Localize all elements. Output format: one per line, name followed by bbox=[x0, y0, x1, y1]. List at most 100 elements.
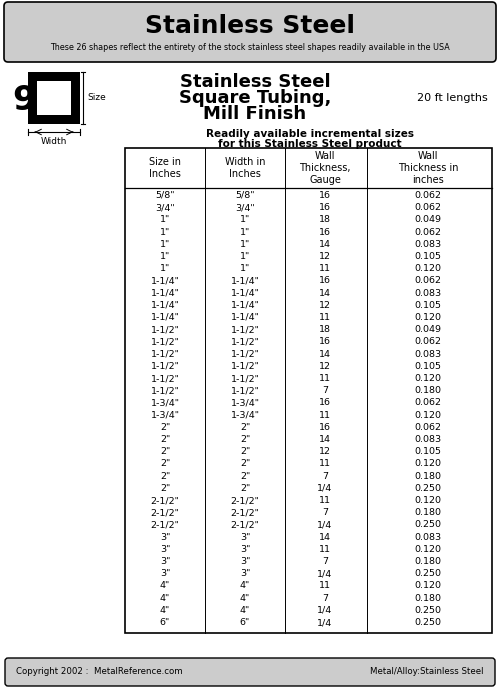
Text: 11: 11 bbox=[319, 460, 331, 469]
Text: 1": 1" bbox=[160, 215, 170, 224]
Text: 4": 4" bbox=[240, 593, 250, 602]
Text: 2-1/2": 2-1/2" bbox=[230, 520, 260, 529]
Text: 1-1/2": 1-1/2" bbox=[230, 374, 260, 383]
Text: 0.180: 0.180 bbox=[414, 509, 442, 518]
Text: 7: 7 bbox=[322, 557, 328, 566]
Text: 3": 3" bbox=[240, 569, 250, 578]
Text: 1": 1" bbox=[160, 240, 170, 249]
Text: 1": 1" bbox=[240, 264, 250, 273]
Text: 0.120: 0.120 bbox=[414, 313, 442, 322]
Text: Mill Finish: Mill Finish bbox=[204, 105, 306, 123]
Text: 2": 2" bbox=[160, 447, 170, 456]
Text: 1-1/2": 1-1/2" bbox=[150, 374, 180, 383]
Text: for this Stainless Steel product: for this Stainless Steel product bbox=[218, 139, 402, 149]
Text: 1": 1" bbox=[240, 252, 250, 261]
Text: 0.105: 0.105 bbox=[414, 447, 442, 456]
Text: 1-1/2": 1-1/2" bbox=[230, 362, 260, 371]
Text: 14: 14 bbox=[319, 350, 331, 359]
Text: 1-3/4": 1-3/4" bbox=[150, 398, 180, 407]
Text: 16: 16 bbox=[319, 337, 331, 346]
Text: 3": 3" bbox=[160, 557, 170, 566]
Text: 4": 4" bbox=[160, 606, 170, 615]
Text: Readily available incremental sizes: Readily available incremental sizes bbox=[206, 129, 414, 139]
Text: 16: 16 bbox=[319, 277, 331, 286]
Text: Wall
Thickness,
Gauge: Wall Thickness, Gauge bbox=[299, 151, 351, 185]
Text: 2-1/2": 2-1/2" bbox=[230, 509, 260, 518]
Text: 5/8": 5/8" bbox=[236, 191, 255, 200]
Text: 4": 4" bbox=[160, 593, 170, 602]
Text: Square Tubing,: Square Tubing, bbox=[179, 89, 331, 107]
Text: 0.120: 0.120 bbox=[414, 496, 442, 505]
Text: 1/4: 1/4 bbox=[318, 484, 332, 493]
Text: 6": 6" bbox=[160, 618, 170, 627]
Text: 2": 2" bbox=[160, 460, 170, 469]
Text: 0.250: 0.250 bbox=[414, 484, 442, 493]
Text: 11: 11 bbox=[319, 313, 331, 322]
Text: 1-1/2": 1-1/2" bbox=[150, 325, 180, 334]
Text: 18: 18 bbox=[319, 325, 331, 334]
Text: 0.120: 0.120 bbox=[414, 411, 442, 420]
Text: 0.105: 0.105 bbox=[414, 252, 442, 261]
Text: 0.120: 0.120 bbox=[414, 374, 442, 383]
Text: 14: 14 bbox=[319, 533, 331, 542]
Text: 2": 2" bbox=[240, 471, 250, 481]
Text: 7: 7 bbox=[322, 386, 328, 395]
Text: 0.120: 0.120 bbox=[414, 582, 442, 591]
Text: 16: 16 bbox=[319, 228, 331, 237]
Text: 1-1/2": 1-1/2" bbox=[150, 350, 180, 359]
Text: 0.180: 0.180 bbox=[414, 471, 442, 481]
Text: 7: 7 bbox=[322, 471, 328, 481]
Text: 2": 2" bbox=[160, 484, 170, 493]
Text: 12: 12 bbox=[319, 362, 331, 371]
Text: 1": 1" bbox=[240, 240, 250, 249]
Text: 12: 12 bbox=[319, 447, 331, 456]
Text: 0.250: 0.250 bbox=[414, 618, 442, 627]
Text: 0.062: 0.062 bbox=[414, 203, 442, 213]
Text: 14: 14 bbox=[319, 435, 331, 444]
Text: 12: 12 bbox=[319, 301, 331, 310]
Text: 2-1/2": 2-1/2" bbox=[150, 509, 180, 518]
Text: 9: 9 bbox=[12, 83, 35, 117]
Text: 1-3/4": 1-3/4" bbox=[230, 411, 260, 420]
Text: 2-1/2": 2-1/2" bbox=[230, 496, 260, 505]
Text: 6": 6" bbox=[240, 618, 250, 627]
Text: 1": 1" bbox=[160, 252, 170, 261]
Text: 1/4: 1/4 bbox=[318, 606, 332, 615]
Text: 0.250: 0.250 bbox=[414, 569, 442, 578]
Text: Stainless Steel: Stainless Steel bbox=[145, 14, 355, 38]
Text: 1-1/4": 1-1/4" bbox=[150, 301, 180, 310]
Text: 3": 3" bbox=[240, 545, 250, 554]
Text: 1/4: 1/4 bbox=[318, 520, 332, 529]
Text: Metal/Alloy:Stainless Steel: Metal/Alloy:Stainless Steel bbox=[370, 667, 484, 676]
Text: 1-1/4": 1-1/4" bbox=[230, 313, 260, 322]
Text: 0.120: 0.120 bbox=[414, 460, 442, 469]
Text: 3": 3" bbox=[240, 557, 250, 566]
Text: 2": 2" bbox=[240, 423, 250, 432]
Text: 3": 3" bbox=[240, 533, 250, 542]
Text: 1-1/4": 1-1/4" bbox=[230, 288, 260, 297]
Text: 1-1/2": 1-1/2" bbox=[150, 337, 180, 346]
Text: 16: 16 bbox=[319, 203, 331, 213]
Text: 0.083: 0.083 bbox=[414, 350, 442, 359]
Text: 1-1/4": 1-1/4" bbox=[230, 277, 260, 286]
Text: Width in
Inches: Width in Inches bbox=[225, 157, 265, 179]
Text: 0.049: 0.049 bbox=[414, 325, 442, 334]
Text: 0.062: 0.062 bbox=[414, 423, 442, 432]
Text: 0.062: 0.062 bbox=[414, 191, 442, 200]
Text: 0.083: 0.083 bbox=[414, 240, 442, 249]
Text: 1": 1" bbox=[240, 228, 250, 237]
Text: 16: 16 bbox=[319, 398, 331, 407]
Text: 3": 3" bbox=[160, 545, 170, 554]
Text: 2": 2" bbox=[160, 435, 170, 444]
Text: 11: 11 bbox=[319, 545, 331, 554]
Text: Size in
Inches: Size in Inches bbox=[149, 157, 181, 179]
Text: 2": 2" bbox=[160, 471, 170, 481]
Text: Size: Size bbox=[87, 94, 106, 103]
Text: 1-1/2": 1-1/2" bbox=[230, 325, 260, 334]
Text: 0.105: 0.105 bbox=[414, 301, 442, 310]
Text: 1-1/2": 1-1/2" bbox=[230, 350, 260, 359]
Text: 0.062: 0.062 bbox=[414, 277, 442, 286]
FancyBboxPatch shape bbox=[5, 658, 495, 686]
Text: 0.083: 0.083 bbox=[414, 435, 442, 444]
Text: 4": 4" bbox=[240, 606, 250, 615]
